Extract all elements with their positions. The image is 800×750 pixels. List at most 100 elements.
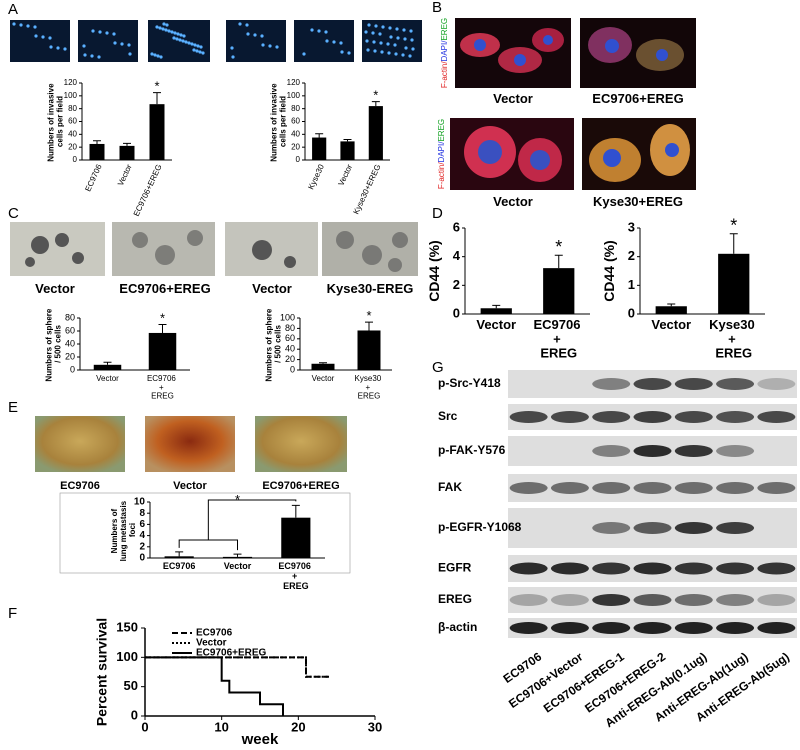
nucleus (411, 47, 415, 51)
bar (149, 104, 165, 160)
image-caption: Vector (252, 281, 292, 296)
y-tick-label: 8 (139, 508, 145, 519)
nucleus (56, 46, 60, 50)
y-tick-label: 20 (68, 142, 77, 151)
y-tick-label: 60 (285, 333, 295, 343)
nucleus (381, 25, 385, 29)
annotation: * (366, 308, 371, 323)
nucleus (386, 42, 390, 46)
nucleus (378, 32, 382, 36)
error-bar (343, 138, 352, 142)
nucleus (63, 47, 67, 51)
survival-line (145, 656, 329, 678)
nucleus (389, 35, 393, 39)
nucleus (393, 43, 397, 47)
nucleus (158, 26, 162, 30)
text-line: Vector (651, 317, 691, 332)
nucleus (26, 24, 30, 28)
bar (480, 308, 512, 314)
text-line: Numbers of (110, 507, 119, 554)
micrograph (78, 20, 138, 62)
nucleus (332, 40, 336, 44)
blot-band (716, 622, 755, 634)
bar (368, 106, 383, 160)
x-tick-label: 30 (368, 719, 382, 734)
blot-band (633, 594, 672, 606)
y-tick-label: 3 (628, 219, 635, 234)
nucleus (181, 39, 185, 43)
y-tick-label: 40 (285, 344, 295, 354)
text-line: Numbers of sphere (265, 306, 274, 381)
y-tick-label: 80 (285, 323, 295, 333)
image-caption: Kyse30+EREG (593, 194, 683, 209)
blot-band (674, 482, 713, 494)
nucleus (41, 35, 45, 39)
micrograph (10, 20, 70, 62)
bar (89, 143, 105, 160)
blot-band (633, 378, 672, 390)
stain-part: EREG (437, 119, 446, 142)
text-line: Vector (96, 374, 119, 383)
error-bar (729, 233, 738, 254)
y-tick-label: 80 (65, 312, 75, 322)
nucleus (196, 44, 200, 48)
blot-band (633, 622, 672, 634)
blot-band (509, 411, 548, 423)
error-bar (315, 133, 324, 138)
blot-band (716, 482, 755, 494)
nucleus (367, 23, 371, 27)
y-tick-label: 2 (453, 277, 460, 292)
nucleus (275, 45, 279, 49)
nucleus (364, 30, 368, 34)
text-line: EREG (151, 391, 174, 400)
image-caption: EC9706+EREG (592, 91, 683, 106)
nucleus (201, 51, 205, 55)
nucleus (302, 52, 306, 56)
nucleus (33, 25, 37, 29)
blot-row-label: p-FAK-Y576 (438, 443, 506, 457)
y-tick-label: 4 (139, 530, 145, 541)
nucleus (395, 27, 399, 31)
error-bar (492, 304, 501, 309)
nucleus (403, 37, 407, 41)
y-tick-label: 100 (64, 91, 78, 100)
lung-photo (35, 416, 125, 472)
blot-band (550, 594, 589, 606)
blot-row-label: Src (438, 409, 458, 423)
image-caption: Vector (493, 194, 533, 209)
y-tick-label: 40 (65, 338, 75, 348)
text-line: + (553, 331, 564, 346)
x-tick-label: Vector (336, 163, 354, 188)
x-tick-label: Vector (651, 317, 691, 332)
text-line: Kyse30 (709, 317, 758, 332)
panel-label: A (8, 1, 18, 18)
legend-label: EC9706+EREG (196, 648, 267, 659)
text-line: + (366, 382, 373, 391)
y-tick-label: 0 (296, 155, 301, 164)
stain-part: EREG (440, 18, 449, 41)
blot-band (716, 378, 755, 390)
nucleus (187, 41, 191, 45)
nucleus (379, 41, 383, 45)
nucleus (155, 25, 159, 29)
nucleus (97, 55, 101, 59)
blot-band (633, 411, 672, 423)
nucleus (410, 38, 414, 42)
x-tick-label: Kyse30 + EREG (355, 374, 384, 401)
nucleus (19, 23, 23, 27)
nucleus (167, 29, 171, 33)
image-caption: Vector (173, 480, 207, 492)
blot-band (592, 622, 631, 634)
text-line: Numbers of sphere (45, 306, 54, 381)
nucleus (159, 55, 163, 59)
nucleus (190, 42, 194, 46)
panel-label: G (432, 359, 444, 376)
y-tick-label: 0 (290, 364, 295, 374)
y-tick-label: 2 (628, 248, 635, 263)
nucleus (245, 23, 249, 27)
nucleus (238, 22, 242, 26)
blot-band (509, 562, 548, 575)
blot-band (757, 562, 796, 575)
x-tick-label: EC9706 + EREG (147, 374, 178, 401)
